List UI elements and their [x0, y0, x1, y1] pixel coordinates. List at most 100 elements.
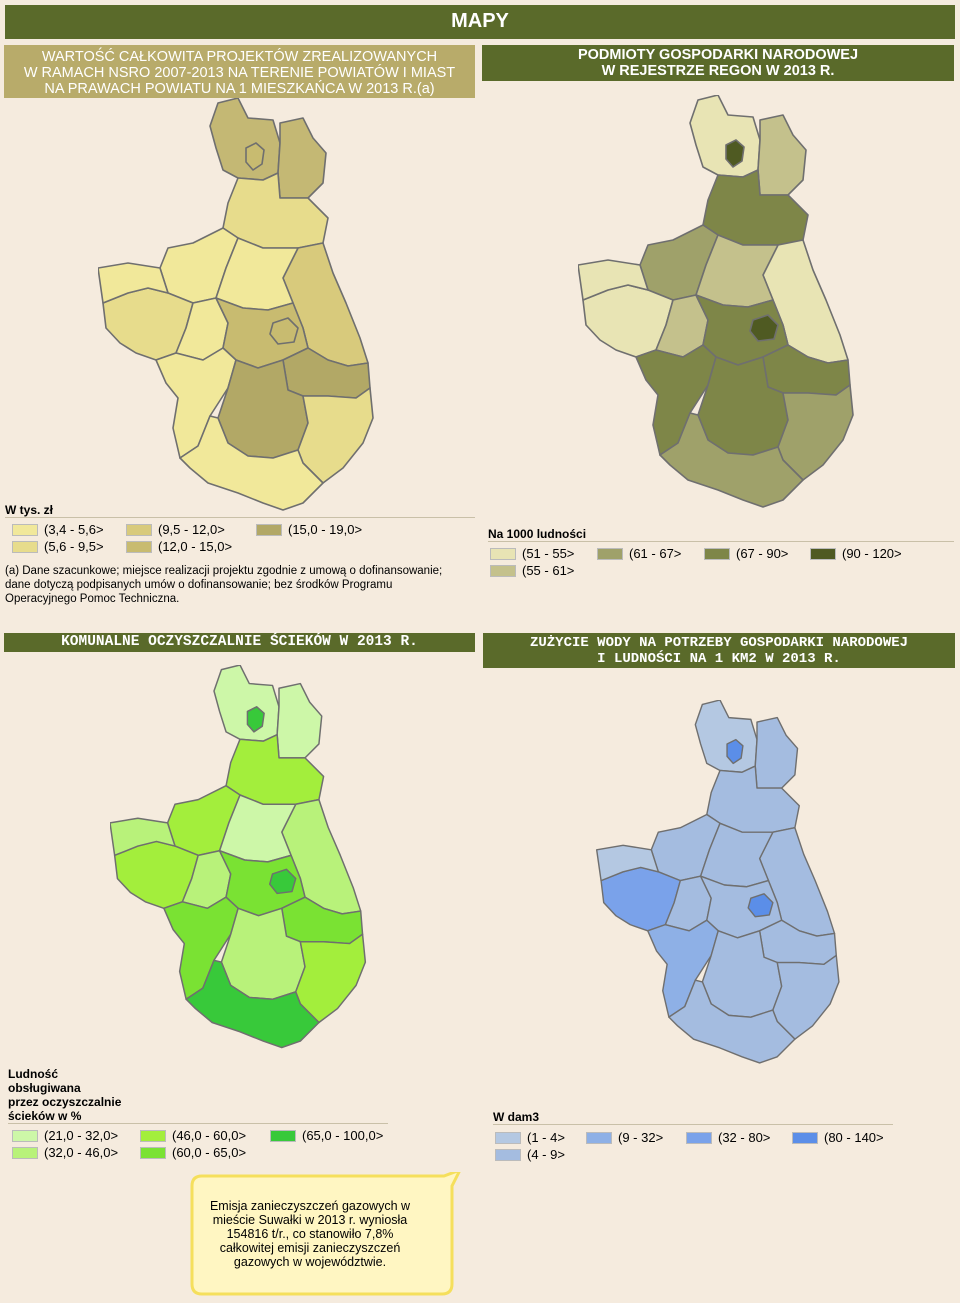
city-bialystok: [269, 317, 299, 345]
panel3-title-line: KOMUNALNE OCZYSZCZALNIE ŚCIEKÓW W 2013 R…: [61, 634, 418, 650]
panel4-title-line: I LUDNOŚCI NA 1 KM2 W 2013 R.: [597, 651, 841, 667]
panel2-legend-label: (61 - 67>: [629, 546, 682, 561]
panel2-swatch: [490, 565, 516, 577]
panel1-note-line: dane dotyczą podpisanych umów o dofinans…: [5, 579, 393, 591]
panel2-swatch: [597, 548, 623, 560]
page-title: MAPY: [5, 5, 955, 39]
panel1-title-line: W RAMACH NSRO 2007-2013 NA TERENIE POWIA…: [23, 65, 456, 81]
panel1-legend-label: (3,4 - 5,6>: [44, 522, 104, 537]
panel3-swatch: [140, 1130, 166, 1142]
map-regon: [578, 95, 854, 508]
panel1-legend-label: (15,0 - 19,0>: [288, 522, 363, 537]
region-far-west: [98, 262, 169, 304]
city-suwalki: [726, 738, 744, 765]
panel1-title: WARTOŚĆ CAŁKOWITA PROJEKTÓW ZREALIZOWANY…: [4, 45, 475, 98]
panel4-legend-title: W dam3: [493, 1110, 540, 1124]
callout-box: [190, 1172, 461, 1296]
city-bialystok: [747, 893, 774, 918]
panel1-note-line: Operacyjnego Pomoc Techniczna.: [5, 593, 180, 605]
region-sejny-north: [213, 665, 280, 742]
region-south-west-lower: [668, 979, 796, 1064]
map-oczyszczalnie: [110, 665, 367, 1049]
panel4-swatch: [495, 1149, 521, 1161]
panel3-legend-title: Ludność obsługiwana przez oczyszczalnie …: [8, 1067, 121, 1123]
panel3-swatch: [270, 1130, 296, 1142]
panel1-swatch: [126, 541, 152, 553]
city-suwalki: [725, 139, 745, 168]
panel2-legend-title: Na 1000 ludności: [488, 527, 587, 541]
panel4-legend-label: (32 - 80>: [718, 1130, 771, 1145]
panel3-legend-label: (46,0 - 60,0>: [172, 1128, 247, 1143]
panel4-swatch: [586, 1132, 612, 1144]
panel4-title: ZUŻYCIE WODY NA POTRZEBY GOSPODARKI NARO…: [483, 633, 955, 668]
panel4-swatch: [495, 1132, 521, 1144]
region-south-east: [772, 954, 840, 1040]
panel4-title-line: ZUŻYCIE WODY NA POTRZEBY GOSPODARKI NARO…: [529, 635, 909, 651]
panel1-title-line: WARTOŚĆ CAŁKOWITA PROJEKTÓW ZREALIZOWANY…: [41, 49, 438, 65]
callout-line: Emisja zanieczyszczeń gazowych w: [209, 1199, 411, 1213]
region-south-east: [297, 387, 374, 484]
map-woda: [595, 700, 840, 1064]
region-far-west: [110, 817, 176, 857]
region-south-east: [777, 384, 854, 481]
map-nsro: [98, 98, 374, 511]
panel1-note: (a) Dane szacunkowe; miejsce realizacji …: [5, 564, 475, 606]
panel4-swatch: [686, 1132, 712, 1144]
panel1-legend-label: (12,0 - 15,0>: [158, 539, 233, 554]
city-bialystok: [268, 868, 297, 895]
panel1-swatch: [12, 541, 38, 553]
panel2-legend-label: (90 - 120>: [842, 546, 902, 561]
panel2-legend-label: (51 - 55>: [522, 546, 575, 561]
panel3-title: KOMUNALNE OCZYSZCZALNIE ŚCIEKÓW W 2013 R…: [4, 633, 475, 652]
panel3-legend-title-line: obsługiwana: [8, 1081, 81, 1095]
callout-line: całkowitej emisji zanieczyszczeń: [219, 1241, 401, 1255]
panel3-swatch: [12, 1130, 38, 1142]
region-south-west-lower: [185, 959, 320, 1049]
region-far-west: [578, 259, 649, 301]
panel2-title: PODMIOTY GOSPODARKI NARODOWEJ W REJESTRZ…: [482, 45, 954, 81]
city-suwalki: [245, 142, 265, 171]
panel3-legend-title-line: ścieków w %: [8, 1109, 82, 1123]
panel1-title-line: NA PRAWACH POWIATU NA 1 MIESZKAŃCA W 201…: [44, 81, 435, 97]
panel2-title-line: W REJESTRZE REGON W 2013 R.: [601, 63, 835, 79]
panel2-legend-label: (55 - 61>: [522, 563, 575, 578]
callout-line: gazowych w województwie.: [233, 1255, 387, 1269]
region-north-east: [277, 117, 327, 199]
panel4-legend-label: (9 - 32>: [618, 1130, 664, 1145]
panel2-legend-label: (67 - 90>: [736, 546, 789, 561]
region-south-west-lower: [179, 415, 324, 511]
panel1-swatch: [12, 524, 38, 536]
region-sejny-north: [689, 95, 761, 178]
panel1-legend-title: W tys. zł: [5, 503, 54, 517]
region-north-east: [754, 716, 799, 789]
callout-line: mieście Suwałki w 2013 r. wyniosła: [212, 1213, 408, 1227]
region-south-east: [294, 933, 367, 1024]
callout-text: Emisja zanieczyszczeń gazowych w mieście…: [196, 1199, 424, 1269]
region-sejny-north: [209, 98, 281, 181]
panel2-swatch: [490, 548, 516, 560]
panel4-legend-label: (4 - 9>: [527, 1147, 565, 1162]
panel1-legend-label: (5,6 - 9,5>: [44, 539, 104, 554]
panel3-swatch: [140, 1147, 166, 1159]
panel2-swatch: [704, 548, 730, 560]
panel3-swatch: [12, 1147, 38, 1159]
panel2-swatch: [810, 548, 836, 560]
city-bialystok: [749, 314, 779, 342]
region-far-west: [595, 844, 660, 882]
panel3-legend-title-line: Ludność: [8, 1067, 58, 1081]
panel3-legend-label: (32,0 - 46,0>: [44, 1145, 119, 1160]
panel3-legend-label: (65,0 - 100,0>: [302, 1128, 384, 1143]
panel2-title-line: PODMIOTY GOSPODARKI NARODOWEJ: [577, 47, 859, 63]
panel1-swatch: [256, 524, 282, 536]
panel3-legend-label: (60,0 - 65,0>: [172, 1145, 247, 1160]
panel4-swatch: [792, 1132, 818, 1144]
panel4-legend-label: (1 - 4>: [527, 1130, 565, 1145]
callout-line: 154816 t/r., co stanowiło 7,8%: [226, 1227, 394, 1241]
panel1-note-line: (a) Dane szacunkowe; miejsce realizacji …: [5, 565, 443, 577]
panel3-legend-title-line: przez oczyszczalnie: [8, 1095, 122, 1109]
city-suwalki: [246, 706, 265, 733]
region-north-east: [276, 682, 323, 759]
panel1-legend-label: (9,5 - 12,0>: [158, 522, 225, 537]
panel3-legend-label: (21,0 - 32,0>: [44, 1128, 119, 1143]
region-south-west-lower: [659, 412, 804, 508]
